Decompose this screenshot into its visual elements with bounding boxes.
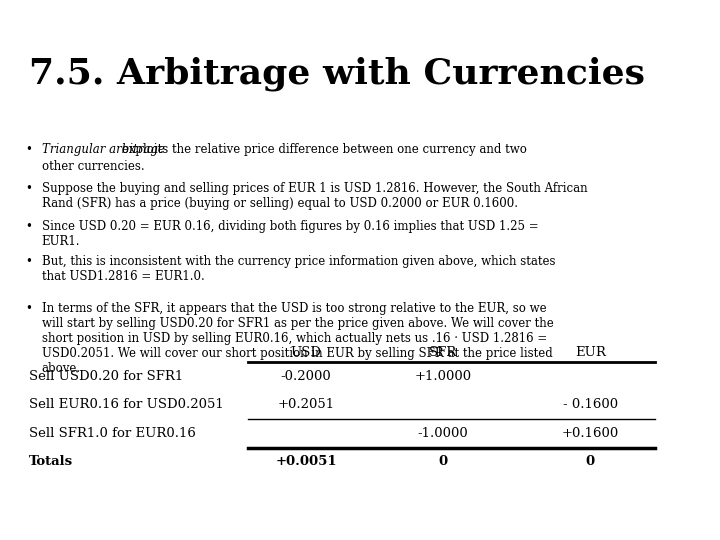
Text: But, this is inconsistent with the currency price information given above, which: But, this is inconsistent with the curre… <box>42 255 555 283</box>
Text: exploits the relative price difference between one currency and two: exploits the relative price difference b… <box>118 143 527 156</box>
Text: - 0.1600: - 0.1600 <box>563 398 618 411</box>
Text: Totals: Totals <box>29 455 73 469</box>
Text: •: • <box>25 182 32 195</box>
Text: 0: 0 <box>586 455 595 469</box>
Text: 0: 0 <box>438 455 447 469</box>
Text: In terms of the SFR, it appears that the USD is too strong relative to the EUR, : In terms of the SFR, it appears that the… <box>42 302 554 375</box>
Text: +0.1600: +0.1600 <box>562 427 619 440</box>
Text: -0.2000: -0.2000 <box>281 369 331 383</box>
Text: •: • <box>25 302 32 315</box>
Text: +1.0000: +1.0000 <box>414 369 472 383</box>
Text: 7.5. Arbitrage with Currencies: 7.5. Arbitrage with Currencies <box>29 57 645 91</box>
Text: +0.0051: +0.0051 <box>275 455 337 469</box>
Text: Sell EUR0.16 for USD0.2051: Sell EUR0.16 for USD0.2051 <box>29 398 223 411</box>
Text: Sell SFR1.0 for EUR0.16: Sell SFR1.0 for EUR0.16 <box>29 427 196 440</box>
Text: -1.0000: -1.0000 <box>418 427 468 440</box>
Text: Since USD 0.20 = EUR 0.16, dividing both figures by 0.16 implies that USD 1.25 =: Since USD 0.20 = EUR 0.16, dividing both… <box>42 220 539 248</box>
Text: SFR: SFR <box>428 346 457 359</box>
Text: •: • <box>25 255 32 268</box>
Text: Sell USD0.20 for SFR1: Sell USD0.20 for SFR1 <box>29 369 183 383</box>
Text: other currencies.: other currencies. <box>42 160 145 173</box>
Text: •: • <box>25 220 32 233</box>
Text: USD: USD <box>290 346 322 359</box>
Text: EUR: EUR <box>575 346 606 359</box>
Text: Triangular arbitrage: Triangular arbitrage <box>42 143 165 156</box>
Text: •: • <box>25 143 32 156</box>
Text: Suppose the buying and selling prices of EUR 1 is USD 1.2816. However, the South: Suppose the buying and selling prices of… <box>42 182 588 210</box>
Text: +0.2051: +0.2051 <box>277 398 335 411</box>
